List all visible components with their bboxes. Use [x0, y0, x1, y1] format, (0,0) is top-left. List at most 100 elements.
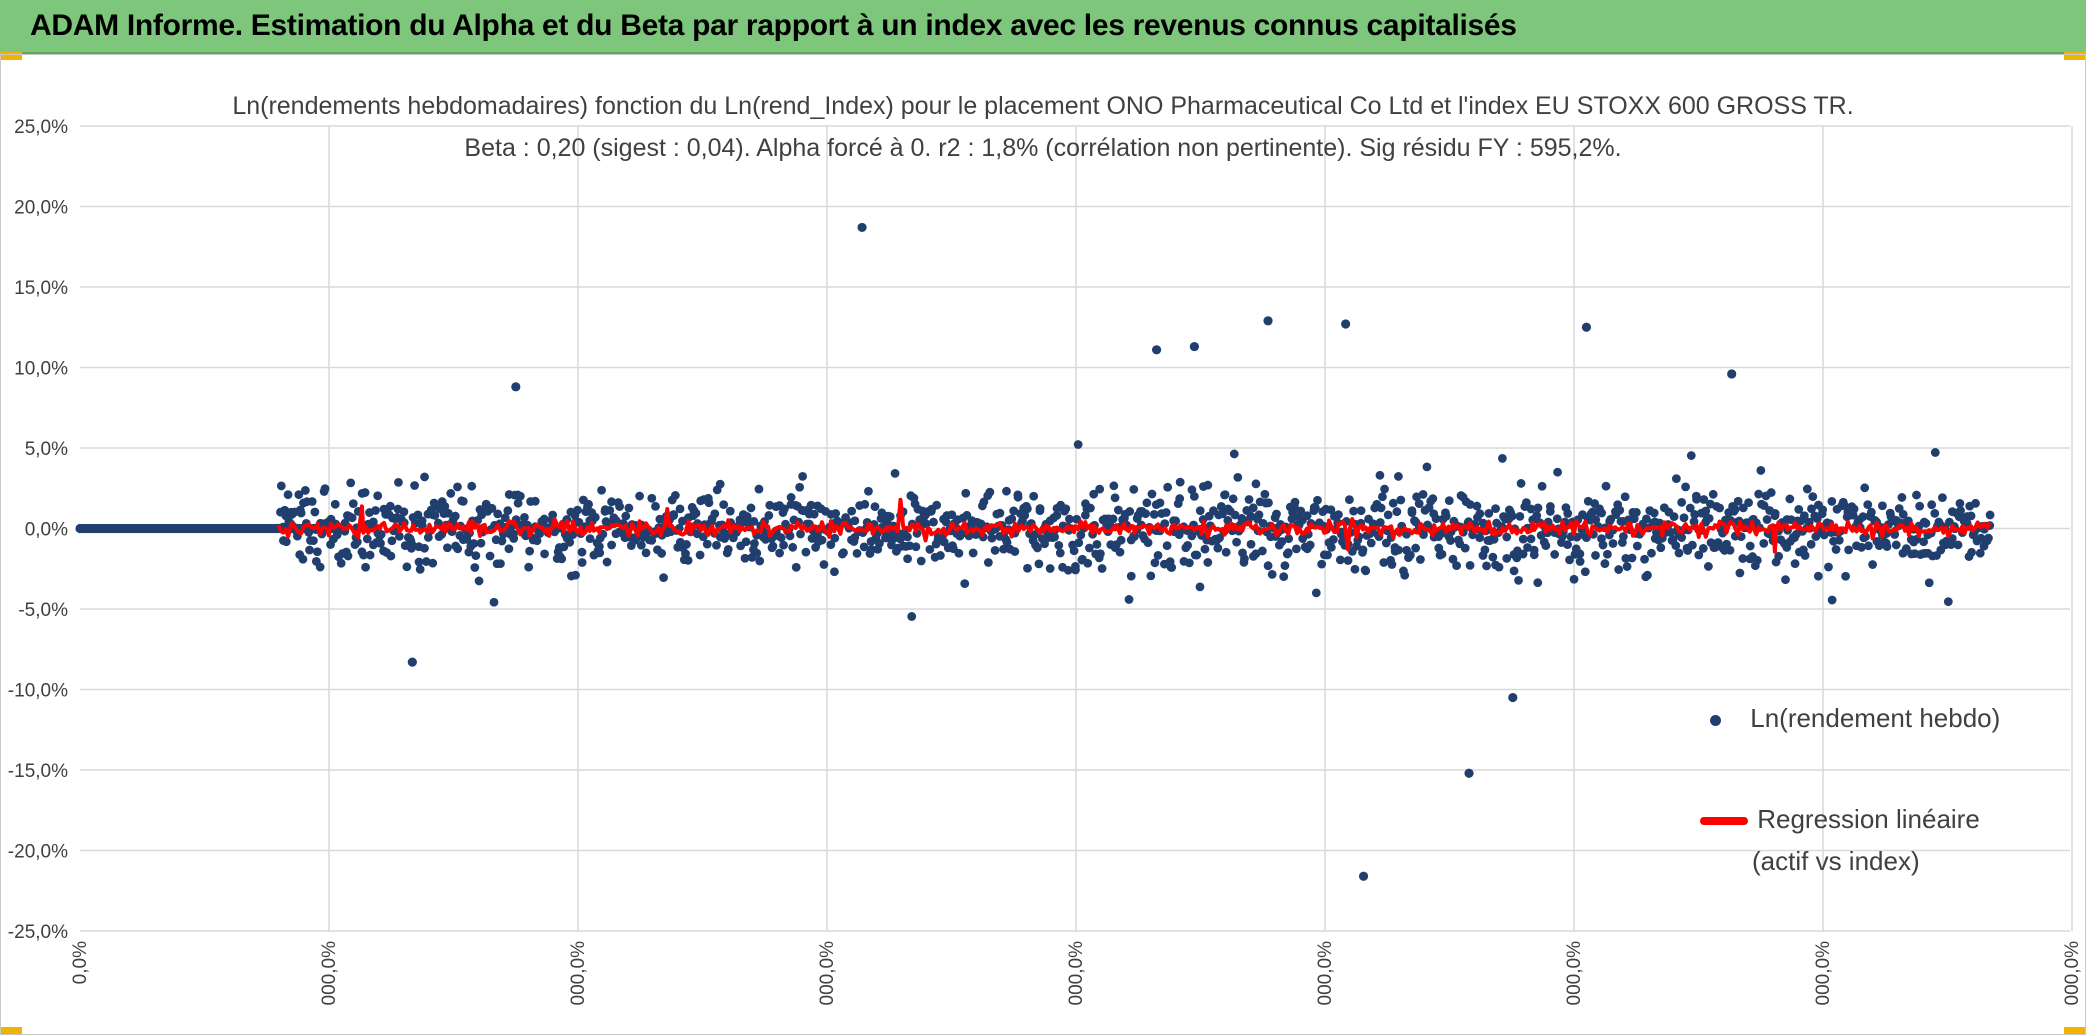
data-point	[443, 543, 452, 553]
data-point	[469, 539, 479, 548]
data-point	[1598, 540, 1608, 550]
data-point	[1220, 490, 1230, 500]
data-point	[525, 546, 535, 556]
data-point	[430, 510, 440, 520]
legend-regression-label-line1: Regression linéaire	[1757, 804, 1980, 834]
data-point	[1744, 498, 1753, 507]
data-point	[1126, 571, 1136, 581]
data-point	[675, 504, 685, 514]
data-point	[386, 551, 396, 561]
data-point	[1465, 500, 1475, 509]
data-point	[395, 531, 404, 541]
data-point	[669, 511, 679, 520]
data-point	[1061, 504, 1071, 514]
data-point	[343, 551, 353, 561]
data-point	[1073, 440, 1083, 449]
data-point	[1233, 472, 1243, 482]
data-point	[1334, 510, 1343, 520]
data-point	[1405, 550, 1415, 560]
data-point	[819, 560, 829, 569]
data-point	[385, 501, 395, 511]
data-point	[1858, 512, 1868, 522]
data-point	[1686, 451, 1696, 460]
data-point	[597, 485, 606, 495]
data-point	[453, 482, 462, 492]
data-point	[1882, 542, 1892, 551]
chart-title: Ln(rendements hebdomadaires) fonction du…	[232, 92, 1854, 120]
data-point	[1263, 561, 1273, 571]
data-point	[1116, 535, 1126, 545]
data-point	[1475, 533, 1485, 543]
data-point	[1861, 532, 1870, 542]
data-point	[1975, 548, 1985, 558]
data-point	[428, 558, 438, 568]
data-point	[941, 517, 951, 527]
data-point	[1730, 504, 1740, 514]
data-point	[1781, 575, 1790, 585]
data-point	[585, 534, 595, 544]
data-point	[605, 505, 615, 515]
data-point	[1034, 559, 1044, 569]
data-point	[1834, 535, 1844, 545]
data-point	[1839, 500, 1849, 510]
data-point	[296, 508, 306, 518]
data-point	[1526, 534, 1536, 544]
data-point	[330, 499, 340, 509]
data-point	[1418, 490, 1428, 499]
data-point	[1162, 541, 1172, 551]
data-point	[659, 573, 668, 583]
data-point	[1163, 482, 1173, 492]
data-point	[1770, 509, 1780, 518]
data-point	[1240, 554, 1249, 564]
data-point	[1448, 554, 1458, 564]
data-point	[749, 516, 759, 526]
data-point	[1955, 498, 1965, 508]
data-point	[1113, 505, 1123, 515]
data-point	[1023, 563, 1032, 573]
x-tick-label: 000,0%	[1315, 941, 1336, 1006]
data-point	[1376, 503, 1386, 513]
data-point	[371, 506, 380, 515]
data-point	[471, 551, 481, 561]
data-point	[1244, 495, 1254, 504]
data-point	[1221, 547, 1231, 557]
data-point	[1523, 543, 1532, 552]
data-point	[1526, 504, 1536, 514]
data-point	[1591, 551, 1600, 560]
data-point	[1074, 538, 1084, 548]
data-point	[1677, 497, 1687, 507]
data-point	[961, 488, 971, 498]
data-point	[1924, 578, 1934, 588]
data-point	[577, 558, 587, 567]
data-point	[754, 484, 764, 494]
data-point	[780, 504, 789, 514]
data-point	[1394, 472, 1403, 481]
y-tick-label: -15,0%	[8, 761, 68, 782]
data-point	[1054, 540, 1064, 550]
data-point	[1183, 540, 1193, 550]
data-point	[1151, 345, 1162, 355]
data-point	[1622, 562, 1632, 571]
data-point	[1533, 503, 1543, 513]
data-point	[493, 509, 503, 519]
legend-point-marker	[1710, 714, 1721, 726]
data-point	[571, 570, 580, 580]
data-point	[1799, 511, 1809, 521]
data-point	[1518, 534, 1528, 544]
data-point	[1508, 692, 1518, 703]
data-point	[1529, 545, 1539, 555]
data-point	[1708, 489, 1718, 499]
data-point	[615, 502, 625, 511]
data-point	[1366, 538, 1376, 548]
data-point	[402, 562, 412, 572]
data-point	[1484, 508, 1494, 518]
data-point	[474, 576, 484, 586]
data-point	[1095, 484, 1105, 494]
data-point	[954, 548, 964, 558]
data-point	[504, 544, 514, 554]
data-point	[850, 516, 860, 526]
data-point	[1533, 578, 1543, 588]
data-point	[1953, 540, 1963, 550]
data-point	[801, 547, 811, 557]
data-point	[932, 500, 942, 510]
